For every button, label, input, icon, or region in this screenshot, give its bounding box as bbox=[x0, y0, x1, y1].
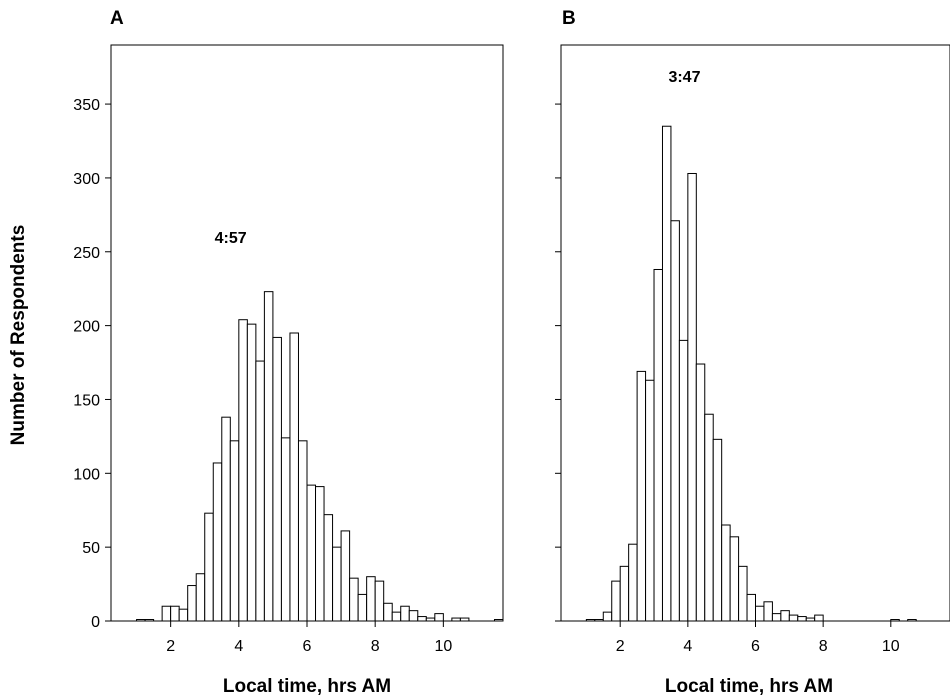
histogram-bar bbox=[221, 416, 231, 622]
histogram-bar bbox=[391, 611, 402, 622]
histogram-bar bbox=[670, 220, 680, 622]
histogram-bar bbox=[721, 524, 731, 622]
x-axis-label: Local time, hrs AM bbox=[223, 676, 391, 697]
histogram-bar bbox=[229, 440, 240, 622]
histogram-bar bbox=[408, 610, 419, 622]
histogram-bar bbox=[161, 605, 172, 622]
histogram-bar bbox=[280, 437, 291, 622]
histogram-bar bbox=[187, 585, 197, 622]
panel-label: B bbox=[562, 8, 576, 29]
histogram-bar bbox=[797, 616, 807, 622]
y-tick-label: 50 bbox=[82, 540, 100, 557]
histogram-bar bbox=[619, 565, 630, 622]
x-tick-label: 10 bbox=[882, 638, 900, 655]
histogram-bar bbox=[788, 614, 799, 622]
histogram-bar bbox=[687, 172, 697, 622]
annotation-peak-time: 3:47 bbox=[668, 69, 700, 86]
histogram-bar bbox=[746, 593, 756, 622]
histogram-bar bbox=[780, 610, 790, 622]
y-tick-label: 100 bbox=[73, 466, 100, 483]
histogram-bar bbox=[246, 323, 257, 622]
histogram-bar bbox=[178, 608, 189, 622]
histogram-bar bbox=[434, 613, 444, 622]
histogram-bar bbox=[204, 512, 214, 622]
histogram-bar bbox=[738, 565, 748, 622]
x-tick-label: 2 bbox=[616, 638, 625, 655]
annotation-peak-time: 4:57 bbox=[215, 230, 247, 247]
histogram-bar bbox=[323, 514, 334, 622]
y-tick-label: 0 bbox=[91, 614, 100, 631]
histogram-bar bbox=[814, 614, 824, 622]
histogram-bar bbox=[636, 370, 647, 622]
x-axis-label: Local time, hrs AM bbox=[665, 676, 833, 697]
x-tick-label: 4 bbox=[234, 638, 243, 655]
histogram-bar bbox=[729, 536, 740, 622]
panels: 0 50 100 150 200 250 300 350 2 4 6 8 10 Local time, h… bbox=[73, 8, 950, 697]
x-tick-label: 6 bbox=[303, 638, 312, 655]
histogram-bar bbox=[704, 413, 714, 622]
histogram-bar bbox=[602, 611, 613, 622]
histogram-bar bbox=[645, 379, 655, 622]
histogram-bar bbox=[695, 363, 706, 622]
histogram-bar bbox=[238, 319, 248, 622]
histogram-bar bbox=[315, 486, 325, 622]
y-axis-label: Number of Respondents bbox=[8, 225, 29, 446]
x-tick-label: 10 bbox=[434, 638, 452, 655]
y-tick-label: 350 bbox=[73, 97, 100, 114]
histogram-bar bbox=[289, 332, 299, 622]
histogram-bar bbox=[349, 577, 359, 622]
y-tick-label: 150 bbox=[73, 392, 100, 409]
histogram-bar bbox=[195, 573, 206, 622]
histogram-bar bbox=[332, 546, 342, 622]
y-tick-label: 250 bbox=[73, 245, 100, 262]
histogram-bar bbox=[374, 580, 385, 622]
histogram-bar bbox=[755, 605, 765, 622]
histogram-bar bbox=[263, 291, 274, 622]
histogram-bar bbox=[771, 613, 782, 622]
histogram-bar bbox=[653, 268, 663, 622]
histogram-bar bbox=[306, 484, 317, 622]
histogram-bar bbox=[678, 339, 689, 622]
histogram-bar bbox=[272, 336, 282, 622]
histogram-bar bbox=[170, 605, 180, 622]
histogram-bar bbox=[383, 602, 393, 622]
x-tick-label: 4 bbox=[683, 638, 692, 655]
x-tick-label: 8 bbox=[819, 638, 828, 655]
histogram-bar bbox=[255, 360, 265, 622]
x-tick-label: 2 bbox=[166, 638, 175, 655]
histogram-bar bbox=[763, 601, 773, 622]
y-tick-label: 200 bbox=[73, 319, 100, 336]
histogram-bar bbox=[340, 530, 351, 622]
x-tick-label: 6 bbox=[751, 638, 760, 655]
panel-b: 2 4 6 8 10 Local time, hrs AM B 3:47 bbox=[555, 8, 950, 697]
plot-frame bbox=[560, 44, 950, 622]
histogram-bar bbox=[366, 576, 376, 622]
histogram-bar bbox=[628, 543, 638, 622]
histogram-bar bbox=[400, 605, 410, 622]
histogram-bar bbox=[661, 125, 672, 622]
histogram-bar bbox=[297, 440, 308, 622]
panel-a: 0 50 100 150 200 250 300 350 2 4 6 8 10 Local time, h… bbox=[73, 8, 504, 697]
panel-label: A bbox=[110, 8, 124, 29]
histogram-bar bbox=[712, 438, 723, 622]
histogram-bar bbox=[357, 593, 368, 622]
x-tick-label: 8 bbox=[371, 638, 380, 655]
histogram-bar bbox=[417, 616, 427, 622]
histogram-bar bbox=[611, 580, 621, 622]
y-tick-label: 300 bbox=[73, 171, 100, 188]
histogram-bar bbox=[212, 462, 223, 622]
